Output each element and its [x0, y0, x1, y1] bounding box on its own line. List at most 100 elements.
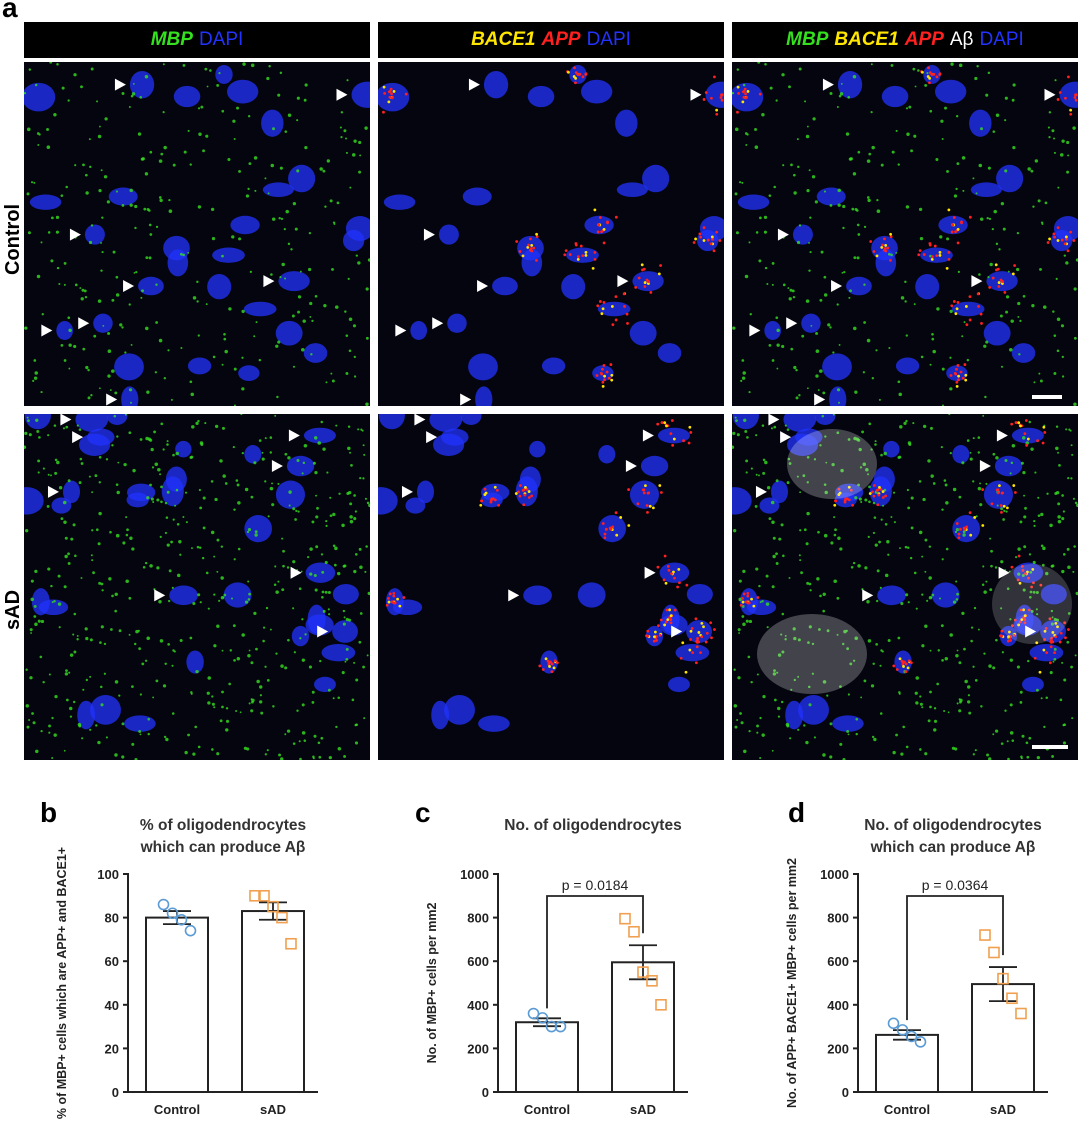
mbp-punctum	[837, 188, 841, 193]
mbp-punctum	[886, 540, 890, 544]
mbp-punctum	[339, 126, 342, 129]
app-bace1-punctum	[584, 73, 588, 76]
mbp-punctum	[349, 186, 352, 189]
app-bace1-punctum	[579, 244, 583, 248]
app-bace1-punctum	[636, 502, 640, 506]
mbp-punctum	[107, 374, 111, 378]
mbp-punctum	[742, 622, 746, 627]
mbp-punctum	[47, 231, 51, 234]
data-point-sad	[267, 900, 279, 913]
nucleus	[657, 343, 682, 363]
mbp-punctum	[28, 718, 31, 721]
mbp-punctum	[1042, 546, 1046, 551]
app-bace1-punctum	[574, 81, 577, 85]
mbp-punctum	[1053, 647, 1057, 651]
app-bace1-punctum	[659, 264, 663, 267]
mbp-punctum	[941, 508, 944, 511]
mbp-punctum	[868, 152, 872, 156]
mbp-punctum	[133, 642, 137, 646]
nucleus	[31, 588, 50, 616]
mbp-punctum	[745, 471, 748, 474]
mbp-punctum	[174, 504, 177, 507]
app-bace1-punctum	[610, 378, 614, 382]
arrowhead-marker	[154, 589, 166, 602]
mbp-punctum	[1037, 496, 1040, 499]
mbp-punctum	[951, 746, 956, 750]
mbp-punctum	[274, 414, 277, 417]
mbp-punctum	[73, 344, 77, 349]
mbp-punctum	[209, 69, 212, 72]
header-mbp: MBP	[786, 29, 829, 50]
nucleus	[186, 650, 204, 674]
mbp-punctum	[77, 722, 82, 727]
nucleus	[915, 274, 940, 300]
mbp-punctum	[354, 741, 359, 745]
mbp-punctum	[90, 554, 93, 557]
mbp-punctum	[255, 647, 258, 651]
mbp-punctum	[1000, 201, 1005, 206]
app-bace1-punctum	[746, 90, 750, 93]
mbp-punctum	[786, 428, 790, 431]
nucleus	[163, 235, 190, 261]
mbp-punctum	[345, 617, 349, 622]
mbp-punctum	[956, 592, 960, 596]
mbp-punctum	[328, 613, 331, 616]
mbp-punctum	[918, 530, 923, 535]
mbp-punctum	[1036, 756, 1040, 760]
mbp-punctum	[301, 658, 306, 662]
nucleus	[597, 301, 631, 317]
app-bace1-punctum	[1000, 629, 1004, 633]
mbp-punctum	[125, 533, 129, 537]
mbp-punctum	[63, 585, 67, 589]
mbp-punctum	[977, 436, 981, 439]
mbp-punctum	[221, 109, 225, 113]
mbp-punctum	[341, 523, 345, 528]
nucleus	[29, 194, 62, 210]
app-bace1-punctum	[736, 110, 739, 114]
app-bace1-punctum	[956, 227, 960, 231]
app-bace1-punctum	[694, 617, 698, 621]
mbp-punctum	[748, 619, 753, 624]
mbp-punctum	[349, 515, 353, 519]
mbp-punctum	[33, 376, 38, 380]
app-bace1-punctum	[388, 89, 392, 93]
mbp-punctum	[241, 451, 244, 455]
app-bace1-punctum	[968, 215, 972, 219]
mbp-punctum	[214, 497, 218, 502]
mbp-punctum	[738, 579, 742, 583]
mbp-punctum	[62, 500, 67, 505]
mbp-punctum	[1030, 447, 1034, 451]
mbp-punctum	[158, 338, 163, 343]
mbp-punctum	[862, 371, 865, 374]
app-bace1-punctum	[625, 312, 629, 316]
nucleus	[1011, 343, 1036, 363]
mbp-punctum	[933, 728, 937, 732]
mbp-punctum	[187, 733, 190, 737]
mbp-punctum	[196, 280, 199, 284]
mbp-punctum	[159, 639, 164, 643]
mbp-punctum	[253, 335, 256, 338]
mbp-punctum	[847, 96, 851, 99]
app-bace1-punctum	[1018, 620, 1022, 624]
mbp-punctum	[310, 353, 313, 356]
app-bace1-punctum	[957, 532, 961, 536]
app-bace1-punctum	[1005, 506, 1009, 510]
mbp-punctum	[932, 349, 936, 354]
app-bace1-punctum	[949, 374, 953, 377]
mbp-punctum	[933, 707, 937, 710]
mbp-punctum	[144, 75, 149, 79]
mbp-punctum	[207, 676, 212, 680]
mbp-punctum	[149, 233, 153, 236]
mbp-punctum	[842, 226, 845, 230]
mbp-punctum	[919, 695, 922, 698]
mbp-punctum	[1059, 698, 1063, 702]
mbp-punctum	[1066, 547, 1070, 551]
mbp-punctum	[346, 79, 349, 82]
mbp-punctum	[773, 425, 777, 429]
app-bace1-punctum	[392, 591, 396, 595]
app-bace1-punctum	[1025, 443, 1029, 447]
mbp-punctum	[761, 113, 765, 117]
app-bace1-punctum	[656, 565, 660, 569]
mbp-punctum	[823, 190, 827, 193]
app-bace1-punctum	[1014, 421, 1018, 424]
